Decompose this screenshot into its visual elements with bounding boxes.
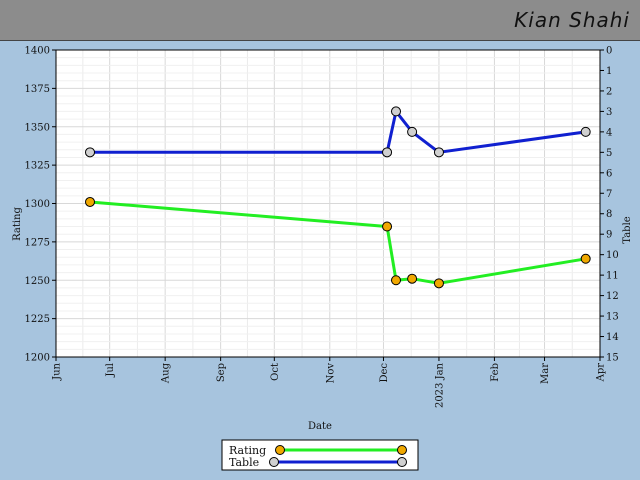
x-tick-label: Feb — [490, 363, 501, 382]
legend-marker-rating — [397, 445, 407, 455]
y-left-tick-label: 1200 — [25, 353, 50, 364]
x-tick-label: Apr — [596, 363, 607, 383]
y-left-tick-label: 1400 — [25, 46, 50, 57]
y-left-tick-label: 1250 — [25, 276, 50, 287]
y-left-tick-label: 1325 — [25, 161, 50, 172]
data-point-rating — [580, 253, 591, 264]
y-right-tick-label: 1 — [606, 66, 612, 77]
x-tick-label: Nov — [325, 363, 336, 384]
data-point-table — [85, 147, 95, 158]
data-point-table — [391, 106, 401, 117]
y-left-tick-label: 1275 — [25, 237, 50, 248]
header-bar: Kian Shahi — [0, 0, 640, 41]
y-right-tick-label: 13 — [606, 312, 619, 323]
y-right-axis-title: Table — [622, 216, 633, 243]
y-right-tick-label: 14 — [606, 332, 619, 343]
legend-marker-rating — [275, 445, 285, 455]
x-tick-label: Aug — [161, 362, 172, 384]
x-tick-label: 2023 Jan — [434, 362, 445, 408]
y-left-tick-label: 1225 — [25, 314, 50, 325]
y-right-tick-label: 5 — [606, 148, 612, 159]
x-tick-label: Jun — [52, 362, 63, 380]
legend-label-rating: Rating — [229, 444, 266, 457]
y-right-tick-label: 11 — [606, 271, 619, 282]
legend: Rating Table — [221, 439, 419, 471]
y-right-tick-label: 15 — [606, 353, 619, 364]
y-right-tick-label: 4 — [606, 127, 612, 138]
y-right-tick-label: 2 — [606, 86, 612, 97]
data-point-table — [382, 147, 393, 158]
y-right-tick-label: 3 — [606, 107, 612, 118]
x-tick-label: Oct — [270, 363, 281, 381]
y-right-tick-label: 9 — [606, 230, 612, 241]
y-left-tick-label: 1350 — [25, 122, 50, 133]
x-tick-label: Mar — [540, 363, 551, 384]
y-right-tick-label: 0 — [606, 46, 612, 57]
legend-label-table: Table — [229, 456, 259, 469]
x-tick-label: Sep — [216, 363, 227, 382]
legend-marker-table — [397, 457, 407, 467]
y-left-tick-label: 1375 — [25, 84, 50, 95]
data-point-rating — [85, 196, 95, 207]
y-right-tick-label: 10 — [606, 250, 619, 261]
x-tick-label: Jul — [105, 363, 116, 378]
x-tick-label: Dec — [379, 363, 390, 383]
y-right-tick-label: 12 — [606, 291, 619, 302]
data-point-rating — [433, 278, 444, 289]
series-line-table — [90, 109, 586, 154]
player-name: Kian Shahi — [514, 8, 630, 32]
series-line-rating — [89, 200, 586, 285]
y-left-axis-title: Rating — [12, 207, 23, 241]
data-point-rating — [382, 221, 393, 232]
y-right-tick-label: 7 — [606, 189, 612, 200]
data-point-table — [580, 126, 591, 137]
data-point-rating — [407, 273, 418, 284]
plot-area — [55, 49, 601, 358]
data-point-table — [407, 126, 418, 137]
legend-marker-table — [269, 457, 279, 467]
data-point-table — [433, 147, 444, 158]
data-point-rating — [391, 275, 401, 286]
y-right-tick-label: 8 — [606, 209, 612, 220]
x-axis-title: Date — [308, 421, 332, 432]
y-right-tick-label: 6 — [606, 168, 612, 179]
y-left-tick-label: 1300 — [25, 199, 50, 210]
